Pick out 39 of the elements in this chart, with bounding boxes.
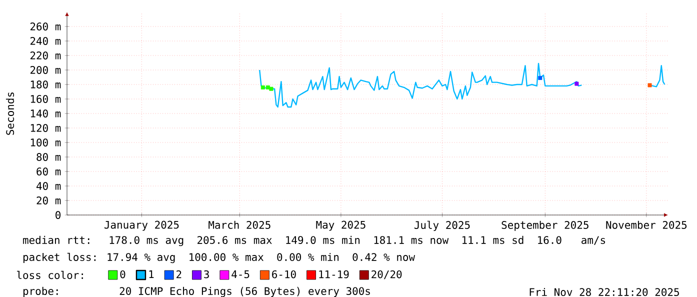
y-tick-label: 120 m bbox=[30, 124, 61, 132]
y-tick-label: 20 m bbox=[36, 196, 61, 204]
x-tick-label: November 2025 bbox=[606, 220, 687, 229]
y-tick-label: 180 m bbox=[30, 80, 61, 88]
y-tick-label: 160 m bbox=[30, 95, 61, 103]
y-tick-label: 240 m bbox=[30, 37, 61, 45]
legend-label: 4-5 bbox=[232, 270, 250, 278]
legend-label: 1 bbox=[149, 270, 154, 278]
y-tick-label: 60 m bbox=[36, 168, 61, 176]
y-tick-label: 220 m bbox=[30, 52, 61, 60]
y-tick-label: 80 m bbox=[36, 153, 61, 161]
text: packet loss: 17.94 % avg 100.00 % max 0.00 % min 0.42 % now bbox=[23, 252, 416, 264]
y-tick-label: 40 m bbox=[36, 182, 61, 190]
y-tick-label: 0 bbox=[56, 211, 61, 219]
text: Fri Nov 28 22:11:20 2025 bbox=[530, 288, 679, 296]
y-tick-label: 140 m bbox=[30, 110, 61, 118]
y-axis-title: Seconds bbox=[6, 92, 14, 135]
legend-label: 2 bbox=[176, 270, 182, 278]
legend-label: 11-19 bbox=[319, 270, 349, 278]
legend-label: 20/20 bbox=[372, 270, 402, 280]
legend-title: loss color: bbox=[17, 270, 83, 280]
x-tick-label: March 2025 bbox=[208, 220, 270, 229]
legend-label: 6-10 bbox=[272, 270, 296, 278]
text: probe: 20 ICMP Echo Pings (56 Bytes) every 300s bbox=[23, 286, 370, 297]
point bbox=[538, 76, 542, 80]
point bbox=[269, 86, 274, 91]
point bbox=[574, 82, 579, 86]
x-tick-label: September 2025 bbox=[502, 220, 588, 231]
point bbox=[648, 83, 652, 88]
legend-label: 0 bbox=[120, 270, 126, 278]
y-tick-label: 200 m bbox=[30, 66, 61, 74]
x-tick-label: May 2025 bbox=[316, 220, 366, 231]
legend-label: 3 bbox=[204, 270, 209, 278]
text: median rtt: 178.0 ms avg 205.6 ms max 149.0 ms min 181.1 ms now 11.1 ms sd 16.0 am/s bbox=[23, 236, 606, 246]
x-tick-label: January 2025 bbox=[104, 220, 179, 231]
y-tick-label: 260 m bbox=[30, 22, 61, 30]
point bbox=[260, 85, 265, 90]
y-tick-label: 100 m bbox=[30, 138, 61, 146]
x-tick-label: July 2025 bbox=[414, 220, 470, 231]
